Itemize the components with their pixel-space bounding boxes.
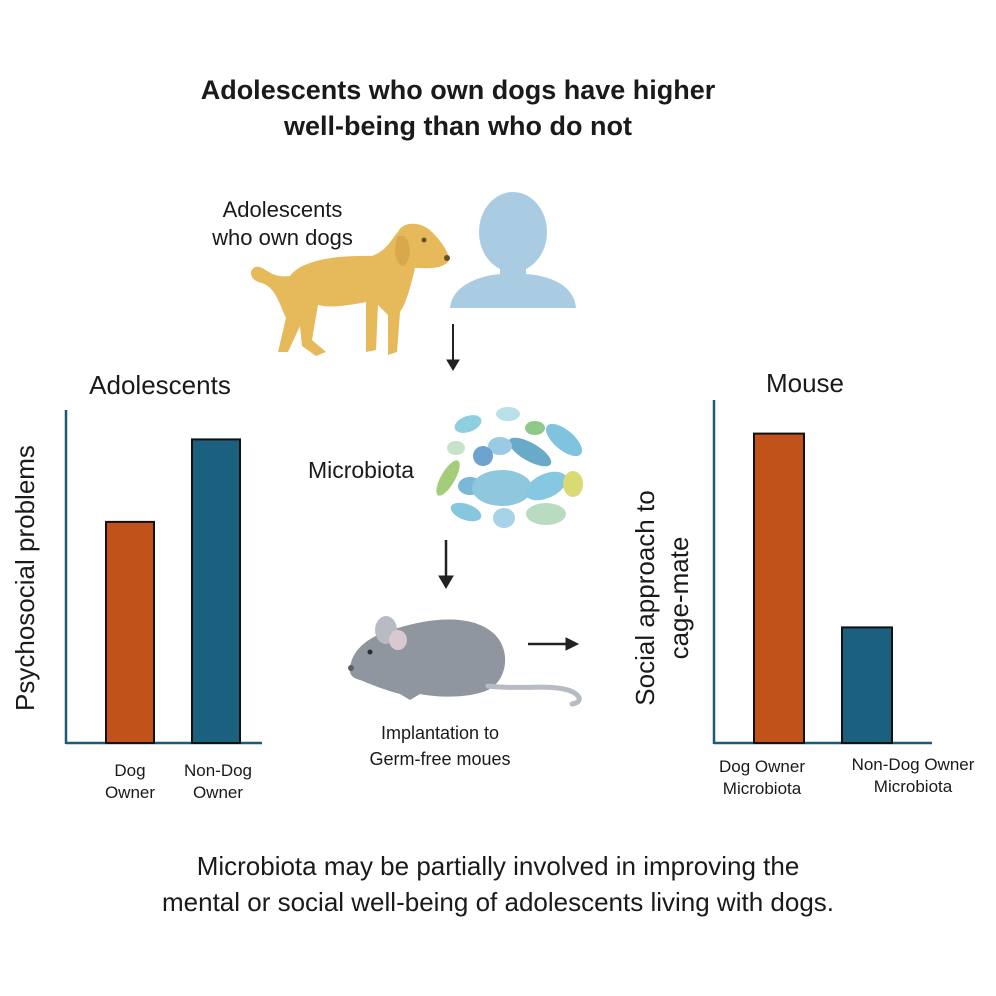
- right-bar-non-dog-owner: [841, 626, 893, 745]
- dog-owners-label: Adolescents who own dogs: [190, 196, 375, 252]
- implantation-label: Implantation to Germ-free moues: [340, 720, 540, 772]
- left-tick-non-dog-owner-line-2: Owner: [192, 783, 244, 802]
- right-chart-axes: [712, 400, 932, 745]
- left-tick-dog-owner-line-1: Dog: [114, 761, 146, 780]
- conclusion-text: Microbiota may be partially involved in …: [0, 848, 996, 920]
- microbiota-icon: [436, 407, 583, 528]
- left-chart-title: Adolescents: [89, 370, 231, 400]
- title-line-2: well-being than who do not: [284, 111, 632, 141]
- left-bar-dog-owner: [105, 520, 155, 745]
- dog-owners-label-line-1: Adolescents: [222, 197, 343, 222]
- left-tick-non-dog-owner-line-1: Non-Dog: [183, 761, 253, 780]
- right-chart-ylabel-line-2: cage-mate: [664, 536, 694, 660]
- left-tick-dog-owner-line-2: Owner: [104, 783, 156, 802]
- right-chart-title: Mouse: [765, 368, 845, 398]
- right-chart-bars: [753, 432, 893, 745]
- left-tick-non-dog-owner: Non-Dog Owner: [168, 760, 268, 804]
- dog-owners-label-line-2: who own dogs: [212, 225, 353, 250]
- right-chart-ylabel: Social approach to cage-mate: [628, 448, 696, 748]
- mouse-icon: [348, 616, 582, 707]
- right-tick-dog-owner-line-2: Microbiota: [722, 779, 802, 798]
- left-chart-ylabel: Psychosocial problems: [10, 445, 40, 711]
- page-title: Adolescents who own dogs have higher wel…: [0, 72, 916, 144]
- left-chart-bars: [105, 438, 241, 745]
- right-bar-dog-owner: [753, 432, 805, 744]
- title-line-1: Adolescents who own dogs have higher: [200, 75, 716, 105]
- right-chart-ylabel-line-1: Social approach to: [630, 490, 660, 706]
- right-tick-non-dog-owner-line-1: Non-Dog Owner: [851, 755, 975, 774]
- dog-icon: [251, 223, 450, 356]
- person-icon: [450, 192, 576, 308]
- left-tick-dog-owner: Dog Owner: [90, 760, 170, 804]
- conclusion-line-2: mental or social well-being of adolescen…: [161, 887, 834, 917]
- right-tick-non-dog-owner: Non-Dog Owner Microbiota: [830, 754, 996, 798]
- right-tick-non-dog-owner-line-2: Microbiota: [873, 777, 953, 796]
- implantation-label-line-2: Germ-free moues: [369, 749, 511, 769]
- arrow-down-2: [438, 540, 454, 589]
- right-tick-dog-owner: Dog Owner Microbiota: [692, 756, 832, 800]
- left-bar-non-dog-owner: [191, 438, 241, 744]
- microbiota-label: Microbiota: [307, 457, 415, 483]
- arrow-right: [528, 637, 580, 651]
- conclusion-line-1: Microbiota may be partially involved in …: [196, 851, 800, 881]
- right-tick-dog-owner-line-1: Dog Owner: [719, 757, 805, 776]
- arrow-down-1: [446, 324, 460, 371]
- implantation-label-line-1: Implantation to: [380, 723, 500, 743]
